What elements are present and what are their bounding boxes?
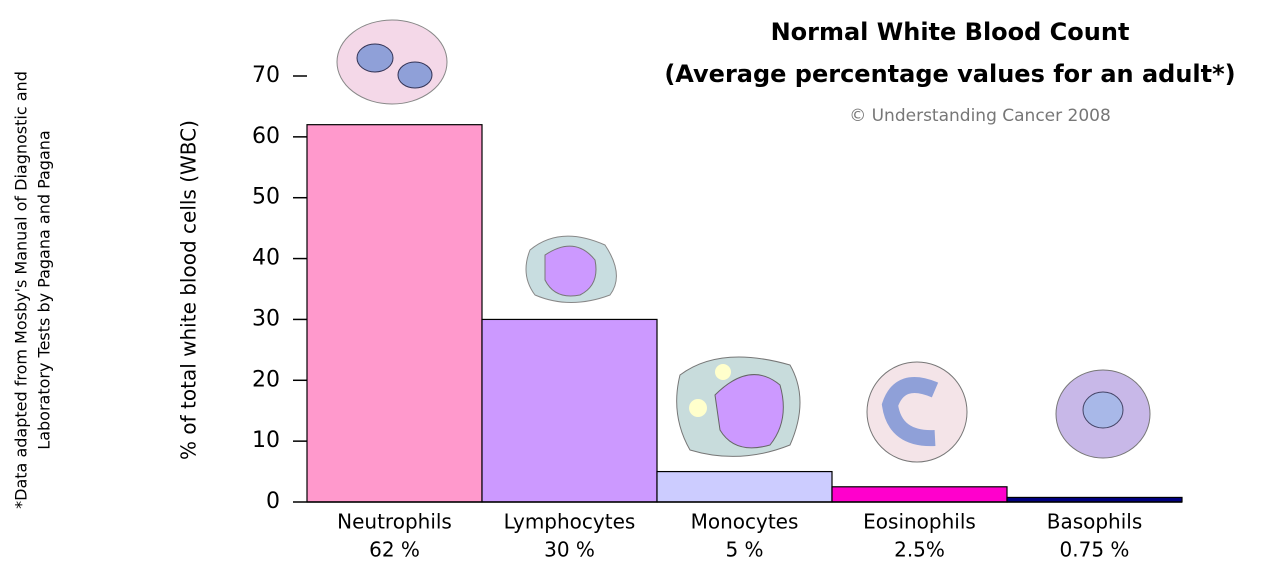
x-tick-label: Monocytes [691,510,799,534]
value-label: 30 % [544,538,595,562]
note: *Data adapted from Mosby's Manual of Dia… [12,71,31,509]
y-axis-label: % of total white blood cells (WBC) [177,120,201,460]
nucleus [545,246,596,296]
y-tick-label: 70 [252,63,280,88]
x-tick-label: Neutrophils [337,510,452,534]
bar [482,319,657,502]
bar [832,487,1007,502]
y-tick-label: 10 [252,428,280,453]
y-tick-label: 50 [252,185,280,210]
chart: Normal White Blood Count (Average percen… [0,0,1277,564]
y-tick-label: 0 [266,489,280,514]
y-tick-label: 20 [252,367,280,392]
value-label: 2.5% [894,538,945,562]
chart-title: Normal White Blood Count [771,18,1130,46]
nucleus [398,62,432,88]
y-tick-label: 60 [252,124,280,149]
nucleus [357,44,393,72]
chart-title: (Average percentage values for an adult*… [664,60,1235,88]
x-tick-label: Eosinophils [863,510,976,534]
y-tick-label: 40 [252,246,280,271]
nucleus [1083,392,1123,428]
note: Laboratory Tests by Pagana and Pagana [35,130,54,449]
bar [657,472,832,502]
vacuole [689,399,707,417]
value-label: 5 % [725,538,763,562]
bar [307,125,482,502]
value-label: 0.75 % [1060,538,1130,562]
x-tick-label: Basophils [1047,510,1143,534]
value-label: 62 % [369,538,420,562]
chart-subtitle: © Understanding Cancer 2008 [849,106,1111,126]
eosinophil-icon [867,362,967,462]
nucleus [715,375,783,448]
vacuole [715,364,731,380]
y-tick-label: 30 [252,306,280,331]
x-tick-label: Lymphocytes [504,510,636,534]
